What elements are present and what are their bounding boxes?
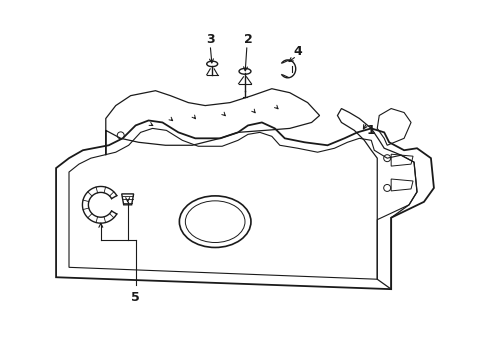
Text: 1: 1 bbox=[366, 124, 375, 137]
Text: 3: 3 bbox=[205, 33, 214, 46]
Text: 5: 5 bbox=[131, 291, 140, 303]
Text: 4: 4 bbox=[293, 45, 302, 58]
Text: 2: 2 bbox=[243, 33, 252, 46]
